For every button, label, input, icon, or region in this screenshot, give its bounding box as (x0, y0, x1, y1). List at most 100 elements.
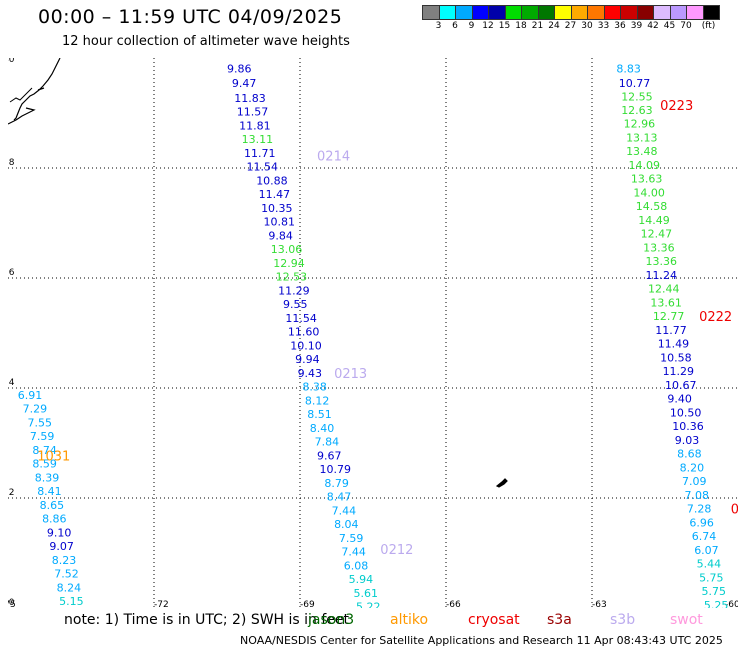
color-swatch (422, 5, 440, 20)
color-scale-label: 15 (498, 21, 511, 31)
wave-height-label: 12.96 (624, 118, 656, 131)
pass-time-label: 1031 (37, 449, 70, 464)
wave-height-label: 10.50 (670, 406, 702, 419)
x-tick-label: -75 (8, 600, 16, 608)
color-scale-label: 12 (482, 21, 494, 31)
x-tick-label: -72 (154, 600, 169, 608)
x-tick-label: -63 (592, 600, 607, 608)
wave-height-label: 14.49 (638, 214, 670, 227)
wave-height-label: 6.07 (694, 544, 719, 557)
pass-time-label: 0221 (731, 503, 738, 518)
color-scale-label: 70 (680, 21, 692, 31)
wave-height-label: 11.60 (288, 326, 320, 339)
y-tick-label: 30 (8, 598, 15, 608)
pass-time-label: 0214 (317, 150, 350, 165)
legend-altiko: altiko (390, 612, 429, 628)
wave-height-label: 14.58 (636, 200, 668, 213)
wave-height-label: 10.36 (672, 420, 704, 433)
wave-height-label: 7.52 (54, 568, 79, 581)
color-scale-label: 21 (531, 21, 544, 31)
x-tick-label: -69 (300, 600, 315, 608)
color-swatch (488, 5, 506, 20)
wave-height-label: 7.59 (339, 532, 364, 545)
legend-s3b: s3b (610, 612, 636, 628)
wave-height-label: 9.43 (298, 367, 323, 380)
wave-height-label: 5.15 (59, 595, 84, 608)
x-tick-label: -66 (446, 600, 461, 608)
wave-height-label: 9.86 (227, 63, 252, 76)
wave-height-label: 8.65 (40, 499, 65, 512)
page-subtitle: 12 hour collection of altimeter wave hei… (62, 34, 350, 49)
color-swatch (669, 5, 687, 20)
wave-height-label: 7.44 (332, 504, 357, 517)
wave-height-label: 11.57 (237, 106, 269, 119)
color-scale-label: 6 (452, 21, 458, 31)
wave-height-label: 10.81 (264, 216, 296, 229)
wave-height-label: 10.10 (290, 339, 322, 352)
color-scale-label: 42 (647, 21, 659, 31)
coastline-us-northeast (8, 58, 61, 125)
wave-height-label: 5.94 (349, 573, 374, 586)
color-swatch (686, 5, 704, 20)
legend-swot: swot (670, 612, 703, 628)
page-title: 00:00 – 11:59 UTC 04/09/2025 (38, 6, 343, 28)
wave-height-label: 12.77 (653, 310, 685, 323)
wave-height-label: 7.84 (315, 436, 340, 449)
pass-time-label: 0223 (660, 99, 693, 114)
color-swatch (702, 5, 720, 20)
wave-height-label: 11.29 (663, 365, 695, 378)
legend-jason3: jason3 (308, 612, 355, 628)
wave-height-label: 8.24 (57, 581, 82, 594)
track-s3b: 0212 (380, 543, 413, 558)
wave-height-label: 11.47 (259, 188, 291, 201)
bermuda-island (495, 478, 508, 488)
y-tick-label: 34 (8, 378, 15, 388)
wave-height-label: 6.96 (689, 516, 714, 529)
wave-height-label: 10.58 (660, 351, 692, 364)
track-s3b: 9.869.4711.8311.5711.8113.1111.7111.5410… (227, 63, 350, 380)
color-scale-label: 9 (468, 21, 475, 31)
wave-height-label: 7.55 (27, 416, 52, 429)
y-tick-label: 36 (8, 268, 15, 278)
wave-height-label: 6.74 (692, 530, 717, 543)
wave-height-label: 5.25 (704, 599, 729, 608)
track-jason3: 6.917.297.557.598.748.598.398.418.658.86… (18, 389, 84, 608)
wave-height-label: 7.59 (30, 430, 55, 443)
wave-height-label: 13.13 (626, 131, 658, 144)
track-cryosat: 8.8310.7712.5512.6312.9613.1313.4814.091… (616, 63, 693, 324)
wave-height-label: 11.49 (658, 338, 690, 351)
wave-height-label: 5.61 (354, 587, 379, 600)
color-scale-label: 36 (614, 21, 626, 31)
wave-height-label: 10.88 (256, 174, 288, 187)
wave-height-label: 13.11 (242, 133, 274, 146)
wave-height-label: 9.67 (317, 449, 342, 462)
wave-height-label: 5.75 (702, 585, 727, 598)
axis-ticks: -75 -72 -69 -66 -63 -60 40 38 36 34 32 30 (8, 58, 738, 608)
wave-height-label: 8.47 (327, 491, 352, 504)
wave-height-label: 9.07 (49, 540, 74, 553)
wave-height-label: 12.63 (621, 104, 653, 117)
map-grid (8, 58, 738, 608)
wave-height-label: 8.68 (677, 448, 702, 461)
wave-height-label: 11.54 (246, 161, 278, 174)
wave-height-label: 8.83 (616, 63, 641, 76)
wave-height-label: 13.36 (643, 241, 675, 254)
wave-height-label: 11.71 (244, 147, 275, 160)
x-tick-label: -60 (725, 600, 738, 608)
wave-height-label: 8.51 (307, 408, 332, 421)
wave-height-label: 5.75 (699, 571, 724, 584)
color-swatch (636, 5, 654, 20)
color-scale-label: 3 (435, 21, 442, 31)
wave-height-label: 6.91 (18, 389, 43, 402)
track-cryosat: 11.7711.4910.5811.2910.679.4010.5010.369… (655, 310, 732, 608)
wave-height-label: 6.08 (344, 559, 369, 572)
legend-cryosat: cryosat (468, 612, 520, 628)
color-swatch (603, 5, 621, 20)
wave-height-label: 10.77 (619, 77, 651, 90)
wave-height-label: 8.20 (680, 461, 705, 474)
y-tick-label: 38 (8, 158, 15, 168)
wave-height-label: 10.35 (261, 202, 293, 215)
color-scale-label: 39 (630, 21, 643, 31)
y-tick-label: 32 (8, 488, 14, 498)
